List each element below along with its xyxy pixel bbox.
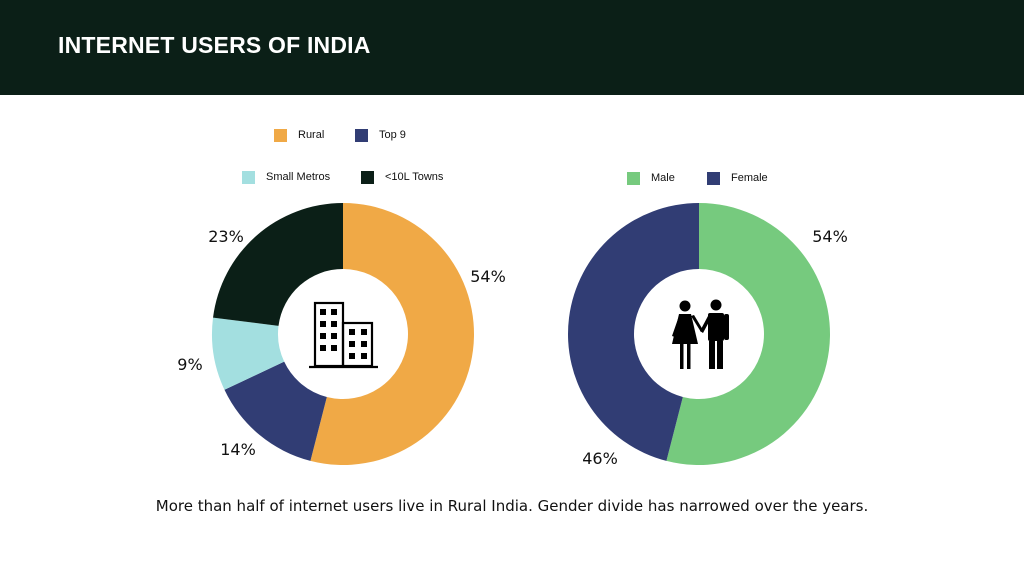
legend-label-rural: Rural [298,129,325,141]
gender-label-male: 54% [812,227,848,246]
legend-item-top9: Top 9 [355,128,406,142]
location-slice-rural [310,203,474,465]
location-slice--10l-towns [213,203,343,326]
legend-swatch-male [627,171,640,185]
caption-text: More than half of internet users live in… [155,497,869,515]
legend-label-female: Female [731,172,768,184]
buildings-icon [309,301,378,369]
location-label-small-metros: 9% [177,355,202,374]
location-label-rural: 54% [470,267,506,286]
location-label-top-9: 14% [220,440,256,459]
header-bar: INTERNET USERS OF INDIA [0,0,1024,95]
legend-swatch-female [707,171,720,185]
legend-label-small-metros: Small Metros [266,171,331,183]
location-slice-small-metros [212,317,285,390]
legend-label-towns: <10L Towns [385,171,444,183]
legend-item-rural: Rural [274,128,324,142]
legend-label-top9: Top 9 [379,129,406,141]
legend-swatch-towns [361,170,374,184]
legend-swatch-small-metros [242,170,255,184]
legend-item-small-metros: Small Metros [242,170,330,184]
legend-item-male: Male [627,171,675,185]
legend-item-towns: <10L Towns [361,170,443,184]
gender-slice-female [568,203,699,461]
gender-slice-male [666,203,830,465]
gender-label-female: 46% [582,449,618,468]
location-label--10l-towns: 23% [208,227,244,246]
location-slice-top-9 [224,361,327,461]
legend-label-male: Male [651,172,675,184]
donut-chart-gender: 54% 46% [568,203,848,468]
couple-icon [672,299,729,369]
legend-swatch-rural [274,128,287,142]
legend-item-female: Female [707,171,768,185]
legend-swatch-top9 [355,128,368,142]
page-title: INTERNET USERS OF INDIA [58,32,371,58]
donut-chart-location: 54% 14% 9% 23% [177,203,506,465]
